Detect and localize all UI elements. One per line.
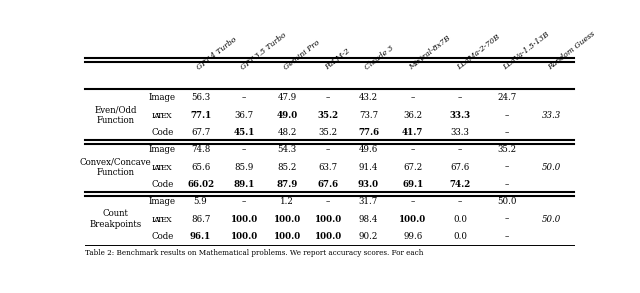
Text: LLaMa-2-70B: LLaMa-2-70B [455, 33, 501, 71]
Text: –: – [504, 163, 509, 172]
Text: 100.0: 100.0 [273, 214, 301, 224]
Text: L$\!\!$A$\!\!$T$\!$E$\!$X: L$\!\!$A$\!\!$T$\!$E$\!$X [151, 111, 173, 120]
Text: –: – [411, 145, 415, 154]
Text: 85.2: 85.2 [277, 163, 297, 172]
Text: 100.0: 100.0 [273, 232, 301, 241]
Text: –: – [504, 214, 509, 224]
Text: 63.7: 63.7 [319, 163, 338, 172]
Text: 31.7: 31.7 [359, 197, 378, 206]
Text: 69.1: 69.1 [402, 180, 424, 189]
Text: L$\!\!$A$\!\!$T$\!$E$\!$X: L$\!\!$A$\!\!$T$\!$E$\!$X [151, 214, 173, 224]
Text: 74.8: 74.8 [191, 145, 211, 154]
Text: 47.9: 47.9 [278, 93, 297, 103]
Text: –: – [504, 128, 509, 137]
Text: Mixtral-8x7B: Mixtral-8x7B [408, 34, 452, 71]
Text: 67.6: 67.6 [451, 163, 470, 172]
Text: Even/Odd
Function: Even/Odd Function [94, 105, 137, 125]
Text: –: – [458, 93, 462, 103]
Text: –: – [242, 93, 246, 103]
Text: 33.3: 33.3 [449, 111, 470, 120]
Text: –: – [504, 111, 509, 120]
Text: Image: Image [149, 93, 176, 103]
Text: 96.1: 96.1 [190, 232, 211, 241]
Text: –: – [411, 197, 415, 206]
Text: 67.7: 67.7 [191, 128, 210, 137]
Text: Code: Code [151, 180, 173, 189]
Text: 66.02: 66.02 [187, 180, 214, 189]
Text: 77.6: 77.6 [358, 128, 379, 137]
Text: –: – [326, 93, 330, 103]
Text: –: – [504, 180, 509, 189]
Text: 0.0: 0.0 [453, 232, 467, 241]
Text: 24.7: 24.7 [497, 93, 516, 103]
Text: 74.2: 74.2 [449, 180, 470, 189]
Text: PaLM-2: PaLM-2 [323, 47, 351, 71]
Text: 50.0: 50.0 [497, 197, 516, 206]
Text: 85.9: 85.9 [234, 163, 254, 172]
Text: 100.0: 100.0 [314, 214, 342, 224]
Text: –: – [458, 197, 462, 206]
Text: Table 2: Benchmark results on Mathematical problems. We report accuracy scores. : Table 2: Benchmark results on Mathematic… [85, 250, 423, 258]
Text: 65.6: 65.6 [191, 163, 210, 172]
Text: –: – [411, 93, 415, 103]
Text: L$\!\!$A$\!\!$T$\!$E$\!$X: L$\!\!$A$\!\!$T$\!$E$\!$X [151, 163, 173, 172]
Text: 35.2: 35.2 [319, 128, 338, 137]
Text: 35.2: 35.2 [317, 111, 339, 120]
Text: Convex/Concave
Function: Convex/Concave Function [79, 157, 151, 177]
Text: 90.2: 90.2 [359, 232, 378, 241]
Text: Gemini Pro: Gemini Pro [282, 38, 321, 71]
Text: 45.1: 45.1 [234, 128, 255, 137]
Text: 5.9: 5.9 [194, 197, 207, 206]
Text: 100.0: 100.0 [399, 214, 426, 224]
Text: 36.2: 36.2 [403, 111, 422, 120]
Text: 36.7: 36.7 [234, 111, 253, 120]
Text: 100.0: 100.0 [230, 232, 258, 241]
Text: 0.0: 0.0 [453, 214, 467, 224]
Text: 33.3: 33.3 [542, 111, 561, 120]
Text: 73.7: 73.7 [359, 111, 378, 120]
Text: 41.7: 41.7 [402, 128, 424, 137]
Text: Random Guess: Random Guess [547, 30, 597, 71]
Text: 50.0: 50.0 [542, 214, 561, 224]
Text: 33.3: 33.3 [451, 128, 469, 137]
Text: 54.3: 54.3 [278, 145, 296, 154]
Text: 48.2: 48.2 [277, 128, 297, 137]
Text: –: – [504, 232, 509, 241]
Text: 87.9: 87.9 [276, 180, 298, 189]
Text: 67.6: 67.6 [317, 180, 339, 189]
Text: 35.2: 35.2 [497, 145, 516, 154]
Text: 89.1: 89.1 [234, 180, 255, 189]
Text: 100.0: 100.0 [230, 214, 258, 224]
Text: –: – [242, 145, 246, 154]
Text: 98.4: 98.4 [359, 214, 378, 224]
Text: –: – [326, 145, 330, 154]
Text: 50.0: 50.0 [542, 163, 561, 172]
Text: 91.4: 91.4 [359, 163, 378, 172]
Text: 1.2: 1.2 [280, 197, 294, 206]
Text: GPT-4 Turbo: GPT-4 Turbo [196, 35, 239, 71]
Text: Code: Code [151, 232, 173, 241]
Text: 49.0: 49.0 [276, 111, 298, 120]
Text: 93.0: 93.0 [358, 180, 379, 189]
Text: 43.2: 43.2 [359, 93, 378, 103]
Text: 100.0: 100.0 [314, 232, 342, 241]
Text: 99.6: 99.6 [403, 232, 422, 241]
Text: 67.2: 67.2 [403, 163, 422, 172]
Text: –: – [458, 145, 462, 154]
Text: GPT-3.5 Turbo: GPT-3.5 Turbo [239, 31, 288, 71]
Text: 56.3: 56.3 [191, 93, 210, 103]
Text: –: – [326, 197, 330, 206]
Text: Claude 3: Claude 3 [364, 44, 396, 71]
Text: 49.6: 49.6 [359, 145, 378, 154]
Text: LLaVa-1.5-13B: LLaVa-1.5-13B [502, 30, 552, 71]
Text: 86.7: 86.7 [191, 214, 211, 224]
Text: Code: Code [151, 128, 173, 137]
Text: Image: Image [149, 197, 176, 206]
Text: 77.1: 77.1 [190, 111, 211, 120]
Text: Image: Image [149, 145, 176, 154]
Text: Count
Breakpoints: Count Breakpoints [90, 209, 141, 229]
Text: –: – [242, 197, 246, 206]
